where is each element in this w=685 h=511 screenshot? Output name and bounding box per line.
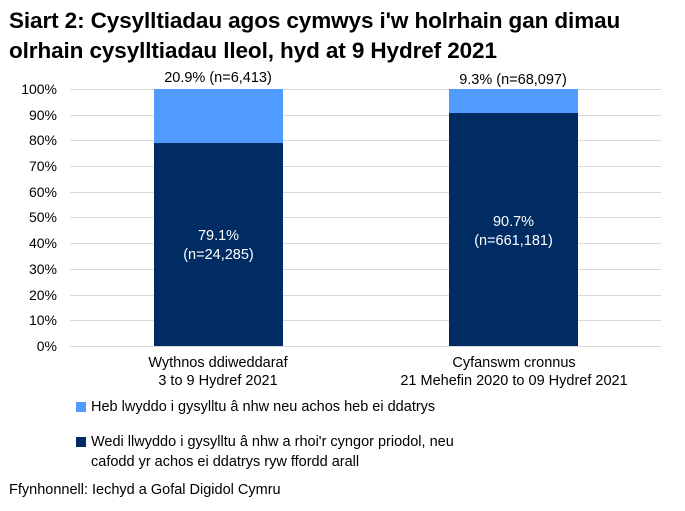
y-tick-50: 50% <box>28 209 57 225</box>
x-label-2: Cyfanswm cronnus 21 Mehefin 2020 to 09 H… <box>364 354 664 390</box>
bar-1-top-label: 20.9% (n=6,413) <box>164 70 272 86</box>
gridline-80 <box>70 140 661 141</box>
legend-label-heb-lwyddo: Heb lwyddo i gysylltu â nhw neu achos he… <box>91 399 436 415</box>
x-label-1-line-2: 3 to 9 Hydref 2021 <box>158 373 278 389</box>
plot-area: 100% 90% 80% 70% 60% 50% 40% 30% 20% 10%… <box>21 70 664 390</box>
bar-1-count: (n=24,285) <box>183 247 254 263</box>
y-tick-70: 70% <box>28 158 57 174</box>
source-note: Ffynhonnell: Iechyd a Gofal Digidol Cymr… <box>9 482 281 498</box>
bar-2-top-label: 9.3% (n=68,097) <box>459 72 567 88</box>
x-label-1-line-1: Wythnos ddiweddaraf <box>148 355 288 371</box>
y-tick-30: 30% <box>28 261 57 277</box>
x-label-2-line-2: 21 Mehefin 2020 to 09 Hydref 2021 <box>400 373 628 389</box>
bar-2: 90.7% (n=661,181) <box>449 89 578 346</box>
bar-2-segment-wedi-llwyddo <box>449 113 578 346</box>
y-tick-60: 60% <box>28 184 57 200</box>
gridline-20 <box>70 295 661 296</box>
y-tick-0: 0% <box>36 338 57 354</box>
x-label-2-line-1: Cyfanswm cronnus <box>452 355 576 371</box>
legend-item-wedi-llwyddo: Wedi llwyddo i gysylltu â nhw a rhoi'r c… <box>76 432 496 472</box>
gridline-100 <box>70 89 661 90</box>
y-tick-10: 10% <box>28 312 57 328</box>
gridline-90 <box>70 115 661 116</box>
bar-2-inner-label: 90.7% (n=661,181) <box>449 213 578 251</box>
gridline-40 <box>70 243 661 244</box>
y-tick-40: 40% <box>28 235 57 251</box>
gridline-0 <box>70 346 661 347</box>
bar-1-segment-wedi-llwyddo <box>154 143 283 346</box>
gridline-70 <box>70 166 661 167</box>
y-tick-80: 80% <box>28 132 57 148</box>
bar-1-percent: 79.1% <box>197 228 240 244</box>
x-label-1: Wythnos ddiweddaraf 3 to 9 Hydref 2021 <box>68 354 368 390</box>
chart-title: Siart 2: Cysylltiadau agos cymwys i'w ho… <box>9 8 621 63</box>
bar-1-inner-label: 79.1% (n=24,285) <box>154 227 283 265</box>
bar-2-count: (n=661,181) <box>474 233 553 249</box>
bar-1: 79.1% (n=24,285) <box>154 89 283 346</box>
legend-label-wedi-llwyddo: Wedi llwyddo i gysylltu â nhw a rhoi'r c… <box>91 434 454 470</box>
y-tick-90: 90% <box>28 107 57 123</box>
legend-swatch-dark-blue <box>76 437 86 447</box>
legend-item-heb-lwyddo: Heb lwyddo i gysylltu â nhw neu achos he… <box>76 397 666 417</box>
gridline-10 <box>70 320 661 321</box>
gridline-50 <box>70 217 661 218</box>
y-tick-20: 20% <box>28 287 57 303</box>
y-tick-100: 100% <box>21 81 57 97</box>
gridline-60 <box>70 192 661 193</box>
legend-swatch-light-blue <box>76 402 86 412</box>
bar-2-percent: 90.7% <box>492 214 535 230</box>
gridline-30 <box>70 269 661 270</box>
bar-2-segment-heb-lwyddo <box>449 89 578 113</box>
bar-1-segment-heb-lwyddo <box>154 89 283 143</box>
